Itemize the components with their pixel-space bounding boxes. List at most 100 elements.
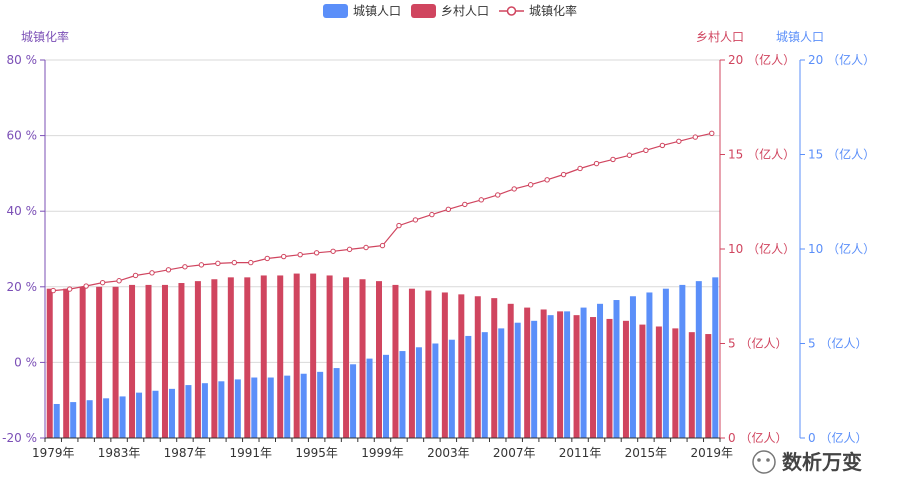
bar-rural — [244, 277, 251, 438]
line-point — [281, 253, 287, 260]
line-point — [313, 250, 320, 256]
bar-urban — [629, 296, 636, 438]
bar-urban — [415, 347, 422, 438]
y-right-outer-tick-label: 20 （亿人） — [808, 52, 875, 67]
bar-rural — [145, 284, 152, 438]
line-point — [429, 211, 435, 218]
bar-rural — [96, 286, 103, 438]
bar-urban — [70, 402, 77, 438]
line-point — [231, 259, 238, 266]
bar-urban — [86, 400, 93, 438]
legend[interactable]: 城镇人口 乡村人口 城镇化率 — [323, 3, 577, 18]
line-point — [560, 171, 567, 178]
watermark: 数析万变 — [752, 450, 862, 474]
y-right-inner-title: 乡村人口 — [696, 30, 744, 44]
x-tick-label: 2015年 — [625, 446, 668, 460]
line-point — [412, 217, 419, 223]
y-left-tick-label: 40 % — [7, 204, 38, 218]
x-tick-label: 1983年 — [98, 446, 141, 460]
bar-urban — [514, 322, 521, 438]
x-tick-label: 1979年 — [32, 446, 75, 460]
legend-swatch-bar — [411, 4, 436, 18]
line-point — [363, 244, 369, 251]
y-left-tick-label: 80 % — [7, 53, 38, 67]
line-point — [248, 259, 254, 266]
y-right-outer-tick-label: 15 （亿人） — [808, 147, 875, 162]
bar-urban — [267, 377, 274, 438]
line-point — [165, 267, 172, 273]
bar-urban — [613, 300, 620, 438]
line-point — [149, 270, 155, 276]
bar-rural — [458, 294, 465, 438]
line-point — [297, 251, 303, 258]
bar-rural — [129, 284, 136, 438]
bar-rural — [606, 318, 613, 438]
x-tick-label: 1995年 — [295, 446, 338, 460]
y-left-title: 城镇化率 — [21, 29, 69, 44]
line-point — [462, 201, 468, 208]
bar-rural — [540, 309, 547, 438]
bar-urban — [646, 292, 653, 438]
bar-rural — [46, 288, 53, 438]
line-point — [132, 272, 139, 279]
line-point — [66, 286, 73, 292]
bar-rural — [507, 303, 514, 438]
bar-rural — [178, 283, 185, 438]
line-point — [396, 222, 402, 229]
bar-urban — [251, 377, 258, 438]
y-right-inner-tick-label: 20 （亿人） — [728, 52, 795, 67]
bar-urban — [317, 371, 324, 438]
line-point — [544, 177, 550, 183]
bar-urban — [465, 335, 472, 438]
watermark-text: 数析万变 — [782, 450, 862, 474]
line-point — [495, 192, 501, 198]
y-left-tick-label: 0 % — [14, 355, 37, 369]
bar-rural — [491, 298, 498, 438]
bar-rural — [573, 315, 580, 438]
legend-swatch-bar — [323, 4, 348, 18]
bar-rural — [194, 281, 201, 438]
legend-swatch-marker — [506, 6, 517, 16]
line-point — [527, 182, 534, 188]
bar-rural — [161, 284, 168, 438]
line-point — [198, 262, 205, 268]
line-point — [626, 152, 633, 158]
bar-urban — [448, 339, 455, 438]
bar-rural — [622, 320, 629, 438]
y-right-inner-tick-label: 5 （亿人） — [728, 336, 787, 351]
line-point — [215, 260, 221, 267]
bar-rural — [441, 292, 448, 438]
bar-rural — [590, 317, 597, 438]
watermark-icon-dot — [766, 458, 770, 462]
bar-urban — [580, 307, 587, 438]
line-point — [593, 160, 600, 167]
bar-rural — [112, 286, 119, 438]
line-point — [182, 264, 188, 270]
line-point — [659, 142, 666, 149]
bar-rural — [359, 279, 366, 438]
bar-urban — [333, 368, 340, 438]
bar-urban — [679, 284, 686, 438]
line-point — [99, 279, 106, 286]
x-tick-label: 2007年 — [493, 446, 536, 460]
axis-layer: -20 % 0 % 20 % 40 % 60 % 80 % 城镇化率 0 （亿人） 5 （亿人）… — [2, 29, 875, 460]
bar-urban — [284, 375, 291, 438]
bar-rural — [211, 279, 218, 438]
bar-rural — [655, 326, 662, 438]
bar-urban — [662, 288, 669, 438]
bar-urban — [168, 388, 175, 438]
line-point — [330, 248, 336, 254]
line-point — [643, 147, 649, 154]
x-tick-label: 1991年 — [230, 446, 273, 460]
bar-rural — [557, 311, 564, 438]
bar-rural — [326, 275, 333, 438]
line-point — [478, 197, 484, 203]
bar-rural — [425, 290, 432, 438]
line-point — [610, 156, 616, 163]
bar-urban — [712, 277, 719, 438]
line-point — [379, 242, 386, 249]
bar-urban — [103, 398, 110, 438]
bar-urban — [234, 379, 241, 438]
line-layer — [50, 130, 715, 294]
bar-urban — [185, 385, 192, 438]
